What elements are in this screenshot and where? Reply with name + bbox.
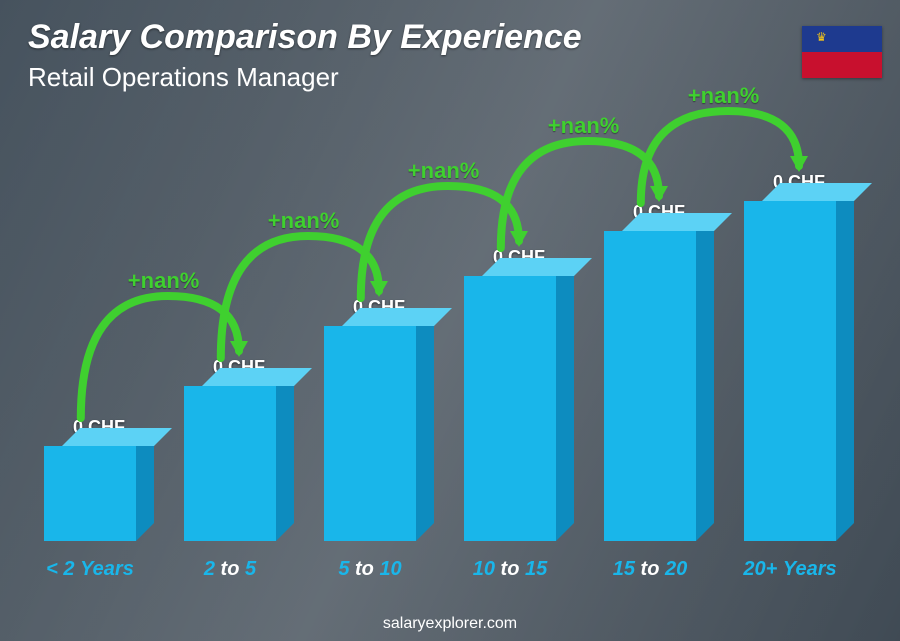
footer-credit: salaryexplorer.com — [0, 615, 900, 633]
flag-icon: ♛ — [802, 26, 882, 78]
chart-stage: Salary Comparison By Experience Retail O… — [0, 0, 900, 641]
increase-label: +nan% — [688, 83, 760, 109]
increase-arc — [20, 110, 860, 581]
chart-subtitle: Retail Operations Manager — [28, 62, 339, 93]
bar-chart: 0 CHF0 CHF0 CHF0 CHF0 CHF0 CHF < 2 Years… — [20, 110, 860, 581]
crown-icon: ♛ — [816, 30, 834, 44]
chart-title: Salary Comparison By Experience — [28, 18, 582, 57]
